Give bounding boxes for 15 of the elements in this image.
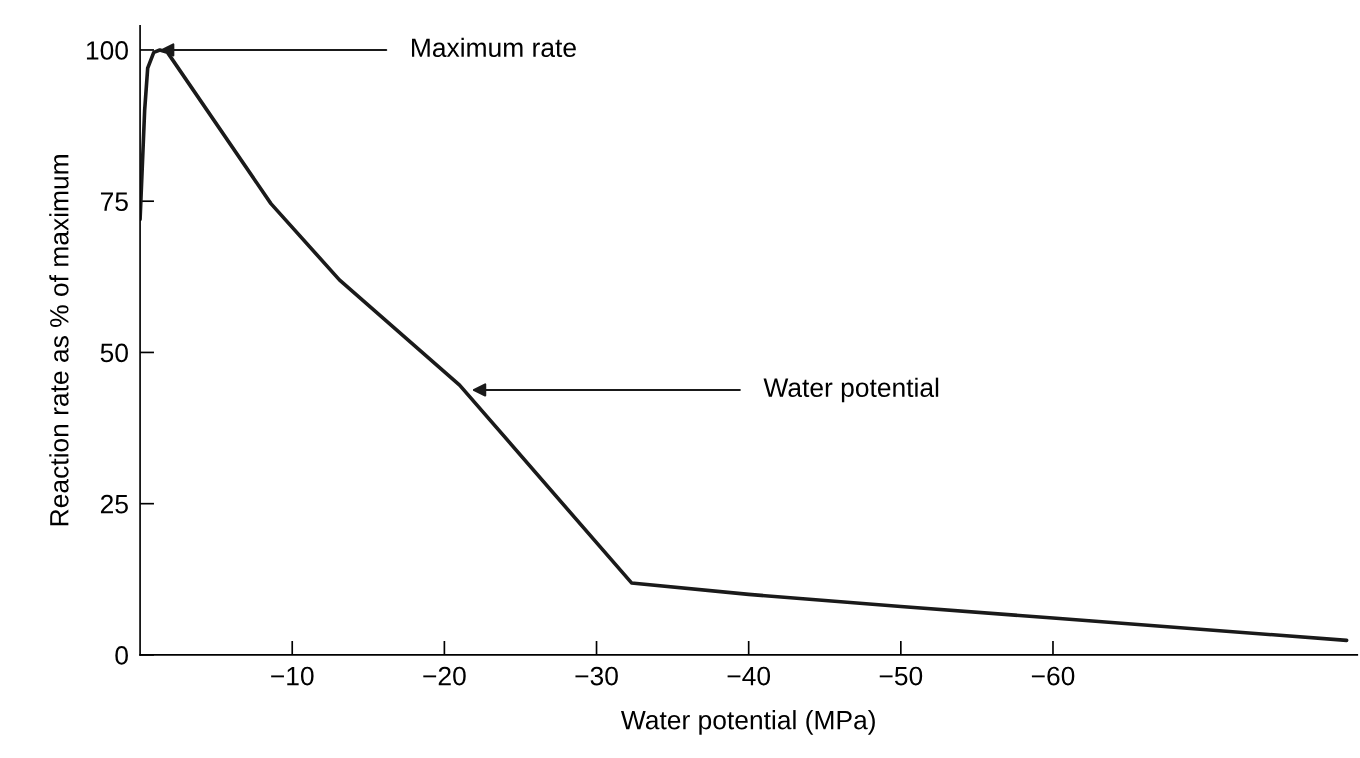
y-axis-title: Reaction rate as % of maximum: [49, 155, 69, 526]
y-tick-label: 0: [115, 646, 128, 665]
x-tick-label: −10: [271, 666, 314, 686]
annotation: Water potential: [763, 377, 939, 403]
y-tick-label: 50: [100, 343, 128, 363]
x-tick-label: −20: [423, 666, 466, 686]
x-axis-title: Water potential (MPa): [620, 710, 875, 735]
y-tick-label: 75: [100, 192, 128, 212]
x-tick-label: −30: [575, 666, 618, 686]
y-tick-label: 100: [86, 41, 128, 60]
x-tick-label: −40: [727, 666, 771, 686]
annotation: Maximum rate: [412, 37, 576, 58]
y-tick-label: 25: [100, 494, 128, 514]
x-tick-label: −60: [1031, 666, 1075, 686]
x-tick-label: −50: [879, 666, 923, 686]
